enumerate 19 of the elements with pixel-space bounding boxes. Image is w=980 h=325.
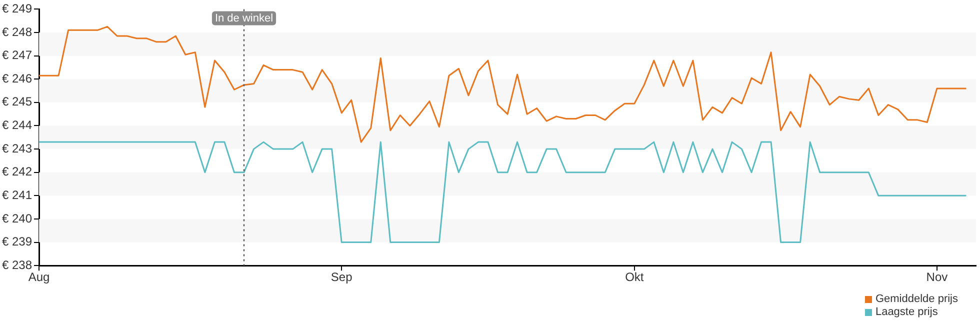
y-tick-label: € 243 <box>2 141 32 156</box>
y-tick-label: € 242 <box>2 164 32 179</box>
legend-label: Laagste prijs <box>875 306 938 319</box>
y-tick-label: € 245 <box>2 94 32 109</box>
x-tick-label: Nov <box>926 270 948 284</box>
y-tick-label: € 246 <box>2 71 32 86</box>
y-tick-label: € 239 <box>2 234 32 249</box>
ref-line-label: In de winkel <box>214 12 274 25</box>
y-tick-label: € 247 <box>2 48 32 62</box>
x-tick-label: Aug <box>28 270 50 284</box>
x-tick-label: Okt <box>625 270 644 284</box>
y-tick-label: € 240 <box>2 211 32 226</box>
y-tick-label: € 249 <box>2 2 32 16</box>
y-tick-label: € 248 <box>2 24 32 39</box>
y-tick-label: € 238 <box>2 258 32 272</box>
y-tick-label: € 241 <box>2 188 32 202</box>
y-tick-label: € 244 <box>2 118 32 132</box>
legend-label: Gemiddelde prijs <box>875 293 958 306</box>
x-tick-label: Sep <box>330 270 353 284</box>
